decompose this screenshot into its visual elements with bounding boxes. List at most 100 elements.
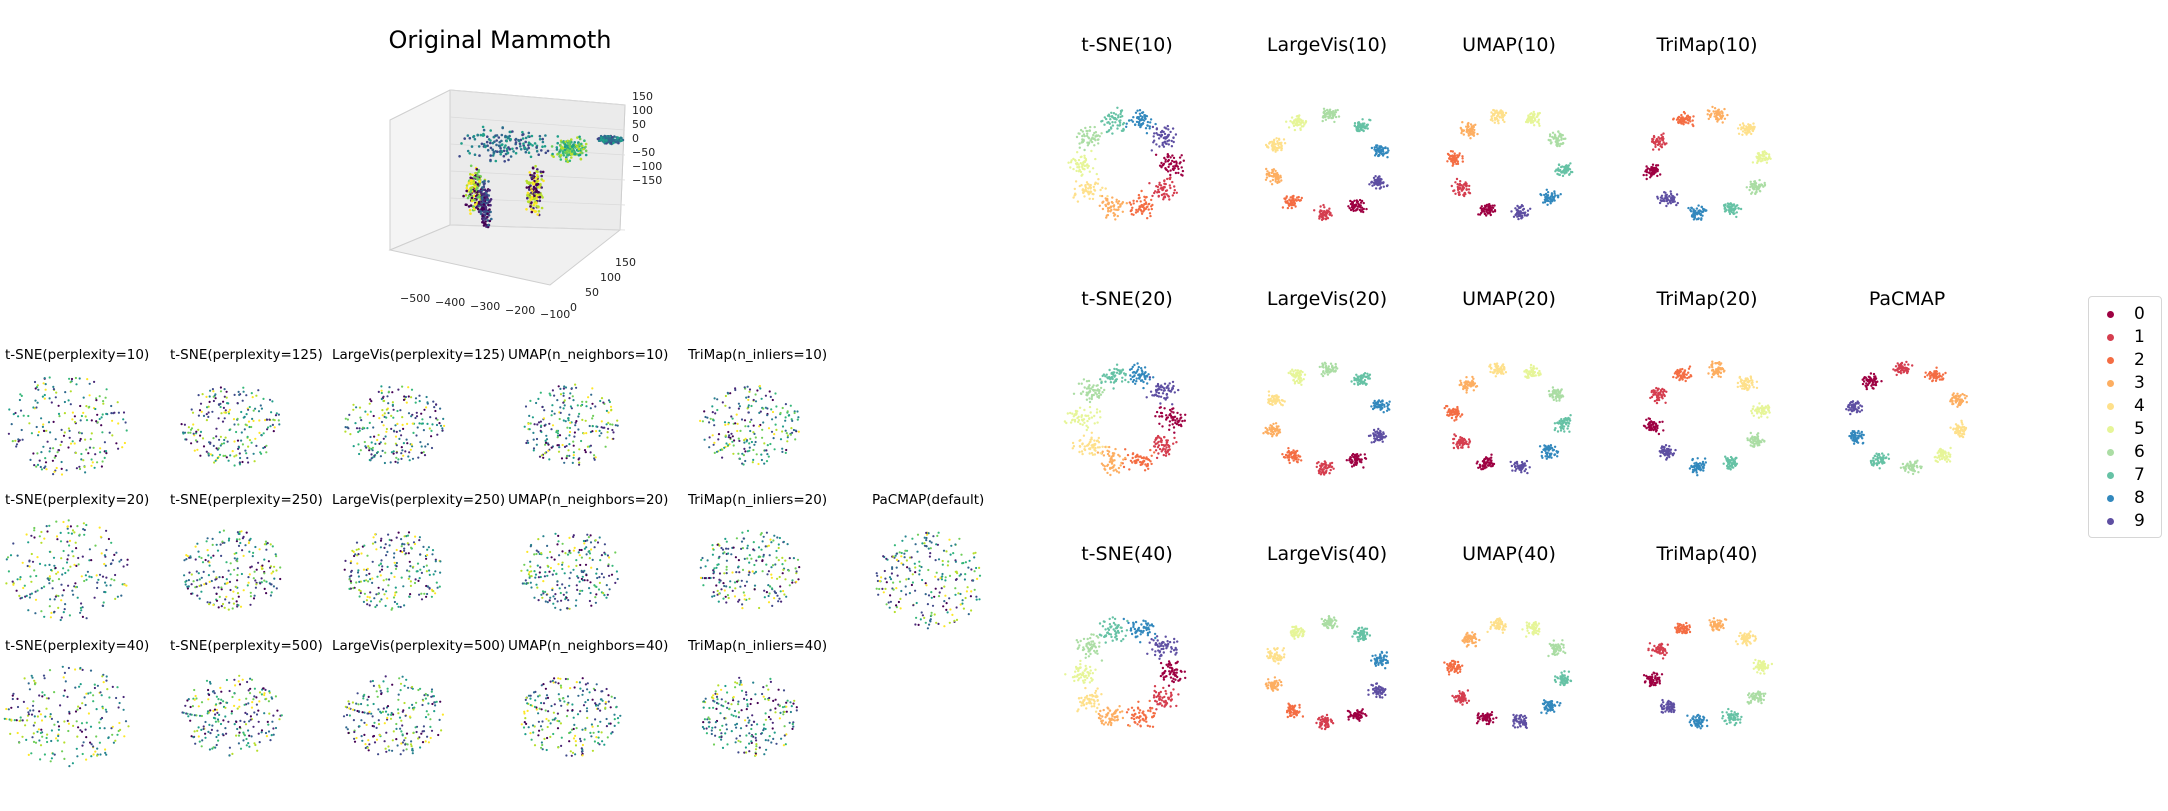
- scatter-point: [1070, 159, 1073, 162]
- mammoth-point: [473, 137, 477, 141]
- scatter-point: [1147, 208, 1150, 211]
- scatter-point: [1094, 157, 1097, 161]
- scatter-point: [1084, 184, 1087, 188]
- scatter-point: [1072, 196, 1075, 199]
- mammoth-point: [472, 135, 475, 139]
- scatter-point: [1075, 135, 1079, 139]
- scatter-point: [1092, 133, 1095, 137]
- scatter-point: [1169, 173, 1172, 177]
- scatter-point: [1092, 193, 1095, 196]
- scatter-point: [1078, 169, 1081, 172]
- scatter-point: [1158, 183, 1161, 186]
- mammoth-point: [529, 155, 533, 159]
- mammoth-point: [502, 154, 506, 158]
- scatter-point: [1075, 169, 1078, 173]
- scatter-point: [1085, 134, 1089, 138]
- mammoth-point: [581, 151, 584, 155]
- mammoth-point: [559, 158, 563, 161]
- scatter-point: [1093, 189, 1097, 192]
- mammoth-point: [576, 136, 579, 139]
- scatter-point: [1149, 214, 1152, 218]
- scatter-point: [1150, 207, 1154, 211]
- scatter-point: [1121, 201, 1125, 204]
- scatter-point: [1121, 115, 1124, 118]
- scatter-point: [1104, 197, 1107, 200]
- mammoth-point: [522, 142, 525, 145]
- scatter-point: [1181, 169, 1185, 173]
- scatter-point: [1077, 166, 1081, 169]
- mammoth-point: [524, 136, 528, 140]
- mammoth-point: [555, 146, 559, 149]
- mammoth-point: [502, 149, 506, 153]
- scatter-point: [1074, 192, 1077, 195]
- mammoth-point: [555, 148, 559, 151]
- scatter-point: [1129, 203, 1133, 206]
- scatter-point: [1119, 112, 1122, 116]
- scatter-point: [1132, 202, 1135, 205]
- mammoth-point: [528, 142, 531, 145]
- scatter-point: [1122, 127, 1125, 131]
- mammoth-point: [543, 145, 547, 148]
- mammoth-point: [514, 138, 517, 142]
- mammoth-point: [559, 154, 563, 157]
- mammoth-point: [506, 151, 510, 155]
- scatter-point: [1119, 205, 1122, 208]
- mammoth-point: [569, 153, 573, 156]
- scatter-point: [1148, 212, 1152, 215]
- mammoth-point: [478, 154, 481, 157]
- scatter-point: [1084, 164, 1088, 167]
- scatter-point: [1138, 196, 1141, 200]
- scatter-point: [1165, 193, 1168, 196]
- mammoth-point: [522, 133, 525, 136]
- scatter-point: [1085, 181, 1089, 184]
- scatter-point: [1157, 188, 1160, 191]
- mammoth-point: [511, 130, 514, 133]
- scatter-point: [1151, 194, 1154, 198]
- mammoth-point: [481, 125, 485, 129]
- scatter-point: [1082, 133, 1086, 136]
- mammoth-point: [507, 136, 510, 139]
- scatter-point: [1168, 177, 1172, 181]
- scatter-point: [1179, 161, 1182, 164]
- mammoth-point: [541, 145, 544, 148]
- scatter-point: [1081, 163, 1084, 167]
- scatter-point: [1106, 195, 1109, 198]
- mammoth-point: [521, 137, 525, 140]
- scatter-point: [1118, 119, 1121, 123]
- mammoth-point: [578, 135, 581, 139]
- scatter-point: [1075, 163, 1079, 166]
- scatter-point: [1094, 181, 1097, 184]
- scatter-point: [1072, 167, 1075, 171]
- scatter-point: [1105, 214, 1109, 217]
- mammoth-point: [538, 137, 542, 141]
- mammoth-point: [524, 150, 528, 154]
- scatter-point: [1113, 117, 1117, 121]
- scatter-point: [1067, 161, 1070, 164]
- scatter-point: [1102, 200, 1105, 203]
- scatter-point: [1081, 173, 1084, 176]
- mammoth-point: [530, 134, 534, 138]
- scatter-point: [1130, 209, 1133, 212]
- mammoth-point: [508, 147, 512, 151]
- scatter-point: [1167, 158, 1171, 162]
- mammoth-point: [583, 139, 586, 142]
- mammoth-point: [533, 142, 537, 145]
- scatter-point: [1150, 205, 1153, 208]
- mammoth-point: [568, 144, 572, 148]
- mammoth-point: [497, 144, 501, 147]
- scatter-point: [1091, 136, 1094, 140]
- mammoth-point: [501, 143, 504, 146]
- scatter-point: [1080, 184, 1083, 187]
- mammoth-point: [570, 138, 573, 141]
- mammoth-point: [535, 149, 539, 153]
- scatter-point: [1168, 184, 1172, 187]
- mammoth-point: [535, 146, 538, 149]
- mammoth-point: [486, 135, 489, 138]
- scatter-point: [1114, 121, 1117, 124]
- mammoth-point: [492, 135, 496, 139]
- scatter-point: [1089, 125, 1092, 129]
- scatter-point: [1108, 206, 1112, 209]
- mammoth-point: [523, 146, 526, 149]
- mammoth-point: [509, 155, 513, 158]
